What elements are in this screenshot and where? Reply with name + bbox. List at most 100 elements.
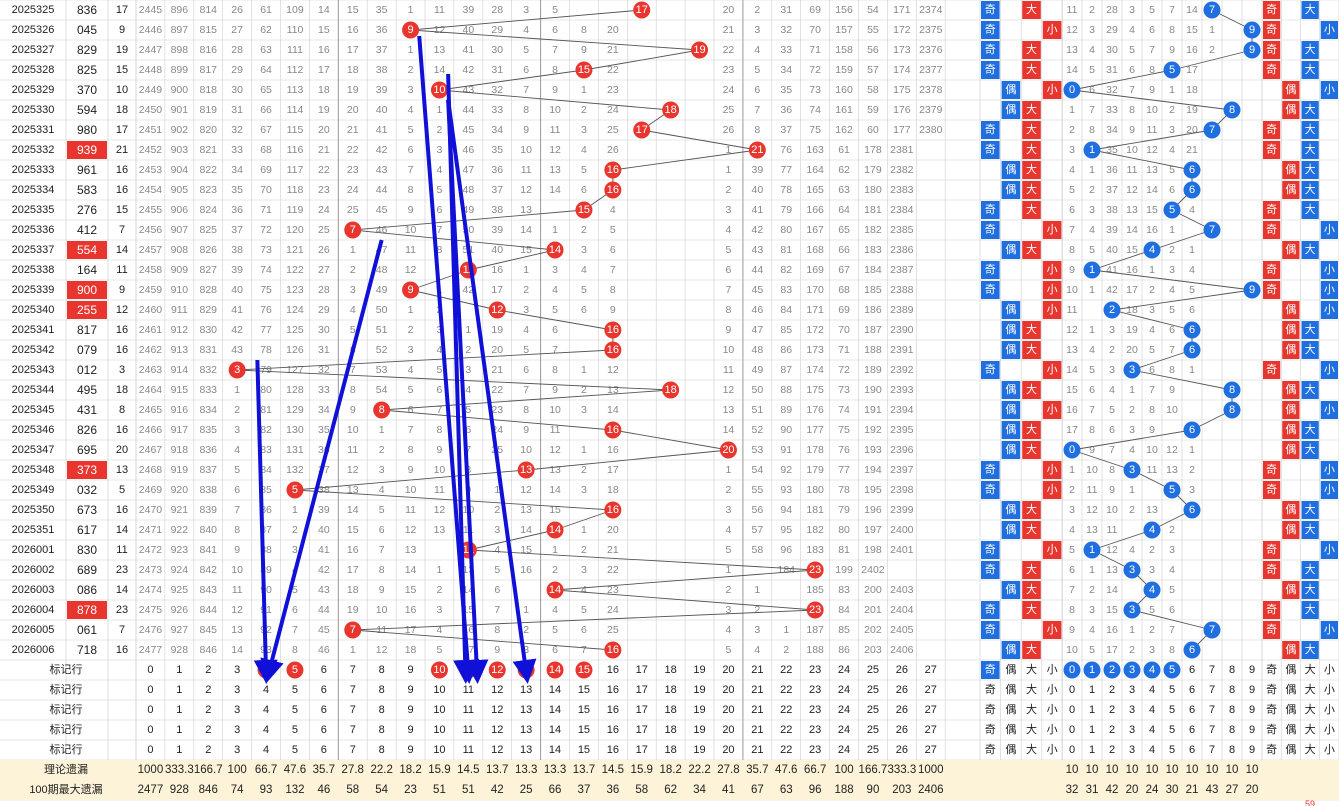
marker-span-cell: 2 [1109,704,1115,716]
span-ball: 3 [1123,361,1141,379]
sum-cell: 15 [116,204,128,216]
missing-value: 921 [171,504,189,516]
span-odd-even-flag [1263,201,1281,219]
table-row: 2025340255122460911829417612429450123569… [12,301,1338,319]
span-ball-label: 3 [1129,564,1135,576]
missing-value: 6 [581,624,587,636]
missing-value: 2398 [890,484,914,496]
span-missing-value: 20 [1126,344,1138,356]
marker-cell: 21 [751,664,763,676]
missing-value: 168 [806,244,824,256]
missing-value: 12 [405,524,417,536]
missing-value: 2402 [861,564,885,576]
span-odd-even-flag [1263,281,1281,299]
span-ball-label: 9 [1249,24,1255,36]
missing-value: 2 [234,404,240,416]
span-big-small-label: 大 [1305,42,1316,56]
missing-value: 833 [199,384,217,396]
span-missing-value: 34 [1106,124,1118,136]
span-missing-value: 14 [1066,64,1078,76]
big-small-flag [1022,101,1041,119]
sum-ball: 23 [806,561,824,579]
sum-ball: 19 [691,41,709,59]
span-ball: 5 [1163,201,1181,219]
missing-value: 1 [465,324,471,336]
marker-span-cell: 0 [1069,704,1075,716]
missing-value: 922 [171,524,189,536]
odd-even-label: 偶 [1005,643,1016,656]
span-ball-circle [1183,641,1201,659]
span-missing-value: 9 [1169,384,1175,396]
missing-value: 2378 [919,84,943,96]
span-ball-label: 6 [1189,424,1195,436]
span-missing-value: 17 [1126,284,1138,296]
missing-value: 37 [318,464,330,476]
span-missing-value: 2 [1169,104,1175,116]
span-ball-label: 1 [1089,144,1095,156]
sum-ball-label: 8 [379,404,385,416]
span-missing-value: 5 [1089,644,1095,656]
odd-even-label: 奇 [985,123,996,136]
missing-value: 115 [287,124,304,136]
missing-value: 132 [286,464,304,476]
missing-value: 175 [893,84,911,96]
span-missing-value: 4 [1069,524,1075,536]
missing-value: 39 [752,164,764,176]
missing-value: 5 [726,544,732,556]
marker-cell: 21 [751,684,763,696]
missing-value: 171 [893,4,911,16]
big-small-label: 大 [1026,522,1037,536]
span-missing-value: 8 [1169,644,1175,656]
missing-value: 5 [610,224,616,236]
missing-value: 129 [286,404,304,416]
missing-value: 167 [806,224,824,236]
missing-value: 203 [864,644,882,656]
sum-ball: 20 [719,441,737,459]
missing-value: 1 [408,44,414,56]
span-ball-circle [1183,181,1201,199]
marker-span-cell: 0 [1069,684,1075,696]
span-missing-value: 18 [1126,304,1138,316]
missing-value: 8 [494,624,500,636]
table-row: 2026003 086 14 2474 925 843 11 90 5 43 18 9 15 2 14 6 4 2… [12,581,1319,599]
number-cell: 689 [77,563,97,577]
max-miss-value: 74 [231,784,244,796]
missing-value: 74 [809,104,821,116]
span-missing-value: 12 [1066,324,1078,336]
missing-value: 51 [376,324,388,336]
span-odd-even-label: 奇 [1266,543,1277,556]
sum-ball: 15 [575,61,593,79]
sum-cell: 23 [116,564,128,576]
span-missing-value: 10 [1066,284,1078,296]
missing-value: 88 [780,384,792,396]
stats-background [0,760,1339,800]
sum-ball-circle [402,21,420,39]
period-cell: 2025329 [12,84,55,96]
missing-value: 30 [491,44,503,56]
span-odd-even-flag [1282,381,1300,399]
number-cell: 012 [77,363,97,377]
sum-ball-label: 16 [607,344,619,356]
span-trend-segment [1171,49,1253,71]
missing-value: 925 [171,584,189,596]
span-odd-even-flag [1263,561,1281,579]
marker-span-cell: 9 [1249,724,1255,736]
span-missing-value: 1 [1089,164,1095,176]
missing-value: 32 [231,124,243,136]
missing-value: 39 [463,4,475,16]
missing-value: 2 [726,484,732,496]
sum-trend-segment [554,509,613,531]
marker-span-cell: 5 [1169,724,1175,736]
span-ball-label: 7 [1209,624,1215,636]
odd-even-label: 偶 [1005,383,1016,396]
number-cell: 412 [77,223,97,237]
missing-value: 117 [287,164,304,176]
missing-value: 843 [199,584,217,596]
span-ball-circle [1163,201,1181,219]
period-cell: 2026004 [12,604,55,616]
marker-cell: 22 [780,684,792,696]
span-ball: 4 [1143,521,1161,539]
sum-ball-circle [604,641,622,659]
marker-row-label: 标记行 [50,742,83,756]
sum-cell: 12 [116,304,128,316]
